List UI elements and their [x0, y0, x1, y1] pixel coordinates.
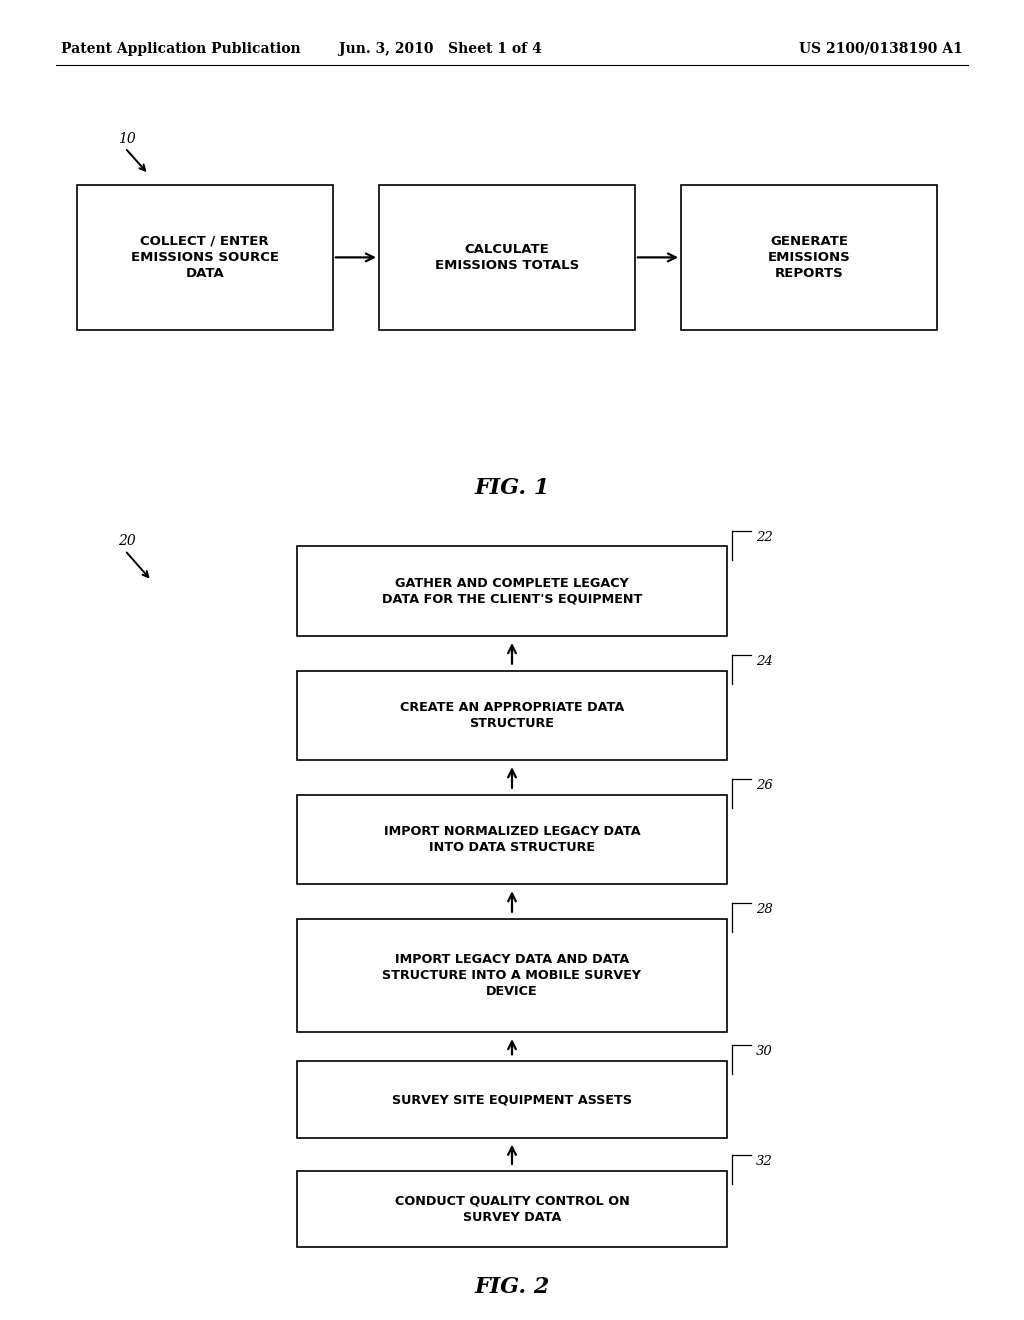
Text: CONDUCT QUALITY CONTROL ON
SURVEY DATA: CONDUCT QUALITY CONTROL ON SURVEY DATA [394, 1195, 630, 1224]
Text: SURVEY SITE EQUIPMENT ASSETS: SURVEY SITE EQUIPMENT ASSETS [392, 1093, 632, 1106]
Text: 22: 22 [756, 531, 772, 544]
Text: COLLECT / ENTER
EMISSIONS SOURCE
DATA: COLLECT / ENTER EMISSIONS SOURCE DATA [131, 235, 279, 280]
Text: FIG. 1: FIG. 1 [474, 478, 550, 499]
Text: Patent Application Publication: Patent Application Publication [61, 42, 301, 55]
FancyBboxPatch shape [297, 1171, 727, 1247]
Text: IMPORT NORMALIZED LEGACY DATA
INTO DATA STRUCTURE: IMPORT NORMALIZED LEGACY DATA INTO DATA … [384, 825, 640, 854]
FancyBboxPatch shape [379, 185, 635, 330]
FancyBboxPatch shape [297, 546, 727, 636]
Text: IMPORT LEGACY DATA AND DATA
STRUCTURE INTO A MOBILE SURVEY
DEVICE: IMPORT LEGACY DATA AND DATA STRUCTURE IN… [383, 953, 641, 998]
Text: US 2100/0138190 A1: US 2100/0138190 A1 [799, 42, 963, 55]
FancyBboxPatch shape [297, 1061, 727, 1138]
FancyBboxPatch shape [681, 185, 937, 330]
Text: 14: 14 [477, 205, 496, 218]
Text: 32: 32 [756, 1155, 772, 1168]
Text: 24: 24 [756, 655, 772, 668]
Text: 20: 20 [118, 535, 135, 548]
Text: 30: 30 [756, 1045, 772, 1059]
Text: 16: 16 [754, 205, 772, 218]
FancyBboxPatch shape [297, 671, 727, 760]
FancyBboxPatch shape [297, 919, 727, 1032]
Text: FIG. 2: FIG. 2 [474, 1276, 550, 1298]
Text: GATHER AND COMPLETE LEGACY
DATA FOR THE CLIENT'S EQUIPMENT: GATHER AND COMPLETE LEGACY DATA FOR THE … [382, 577, 642, 606]
Text: GENERATE
EMISSIONS
REPORTS: GENERATE EMISSIONS REPORTS [768, 235, 850, 280]
FancyBboxPatch shape [77, 185, 333, 330]
Text: 26: 26 [756, 779, 772, 792]
Text: CREATE AN APPROPRIATE DATA
STRUCTURE: CREATE AN APPROPRIATE DATA STRUCTURE [400, 701, 624, 730]
Text: 12: 12 [201, 205, 219, 218]
Text: Jun. 3, 2010   Sheet 1 of 4: Jun. 3, 2010 Sheet 1 of 4 [339, 42, 542, 55]
Text: CALCULATE
EMISSIONS TOTALS: CALCULATE EMISSIONS TOTALS [435, 243, 579, 272]
Text: 10: 10 [118, 132, 135, 145]
Text: 28: 28 [756, 903, 772, 916]
FancyBboxPatch shape [297, 795, 727, 884]
